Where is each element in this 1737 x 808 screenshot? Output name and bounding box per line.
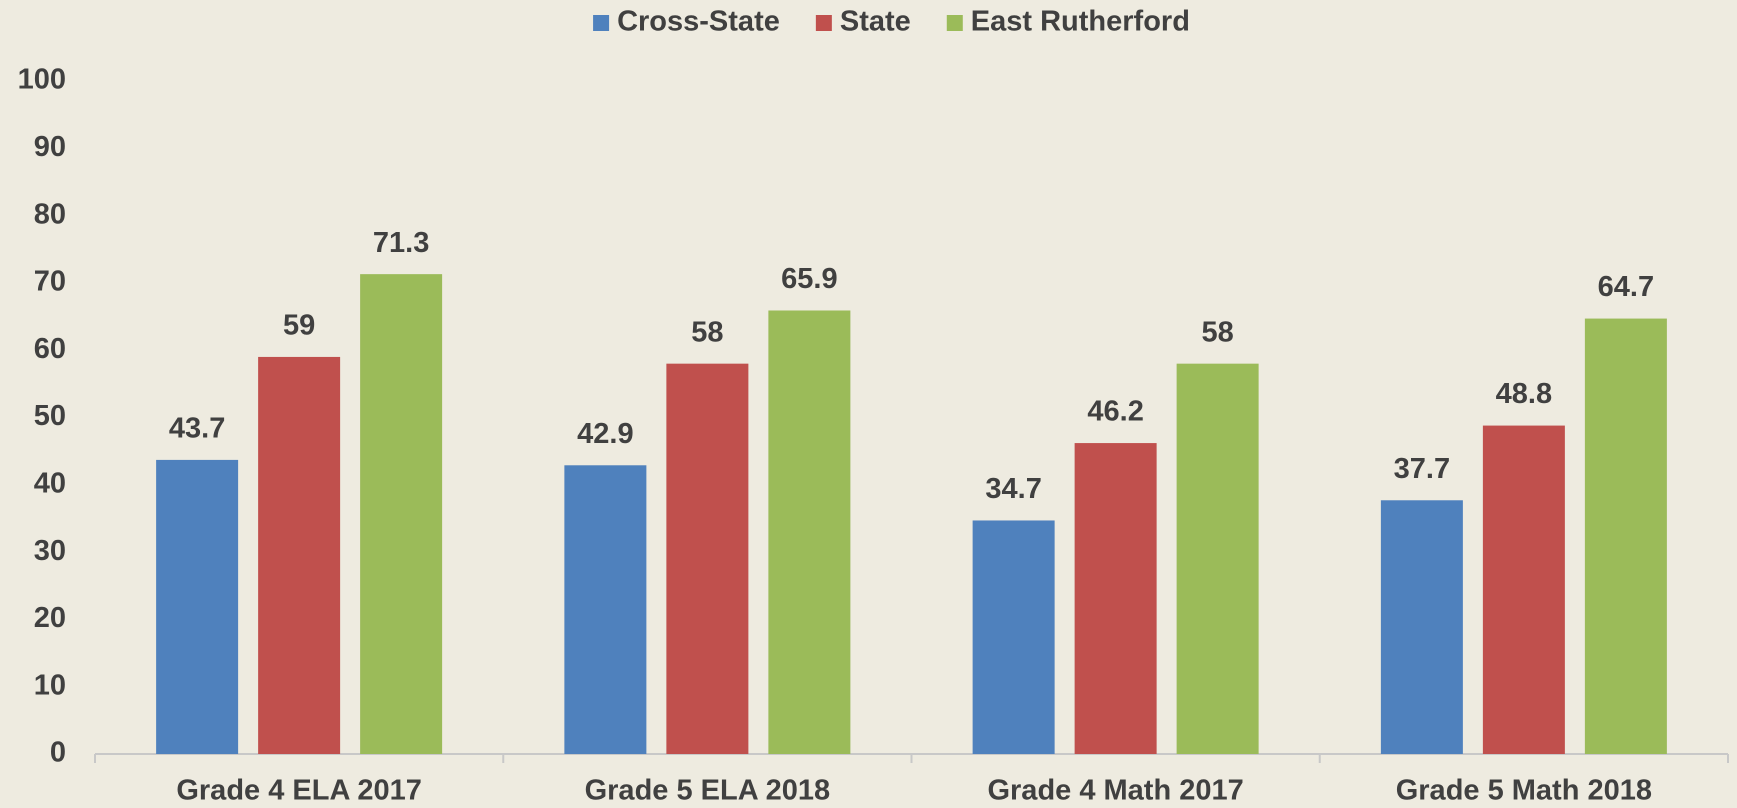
x-tick-label: Grade 5 ELA 2018: [585, 775, 831, 807]
data-label: 43.7: [169, 413, 225, 445]
y-tick-label: 10: [34, 669, 66, 701]
legend-label: East Rutherford: [971, 6, 1190, 38]
legend-swatch: [815, 15, 832, 31]
legend-swatch: [593, 15, 610, 31]
data-label: 42.9: [577, 418, 633, 450]
bar: [1074, 443, 1157, 754]
data-label: 58: [691, 316, 723, 348]
y-tick-label: 30: [34, 535, 66, 567]
data-label: 64.7: [1598, 271, 1654, 303]
data-label: 59: [283, 310, 315, 342]
y-tick-label: 0: [50, 737, 66, 769]
bar: [1380, 500, 1463, 754]
data-label: 37.7: [1394, 453, 1450, 485]
y-tick-label: 20: [34, 602, 66, 634]
x-tick-label: Grade 4 ELA 2017: [176, 775, 422, 807]
x-tick-label: Grade 4 Math 2017: [987, 775, 1243, 807]
bar: [564, 465, 647, 754]
bar: [768, 310, 851, 754]
bar: [156, 459, 239, 754]
bar: [1482, 425, 1565, 754]
x-tick-label: Grade 5 Math 2018: [1396, 775, 1652, 807]
y-tick-label: 40: [34, 467, 66, 499]
legend-swatch: [946, 15, 963, 31]
data-label: 48.8: [1496, 378, 1552, 410]
y-tick-label: 50: [34, 400, 66, 432]
bar: [360, 274, 443, 754]
data-label: 34.7: [985, 473, 1041, 505]
legend-label: State: [840, 6, 911, 38]
y-tick-label: 70: [34, 266, 66, 298]
bar: [666, 363, 749, 754]
bar: [1176, 363, 1259, 754]
y-tick-label: 80: [34, 198, 66, 230]
data-label: 65.9: [781, 263, 837, 295]
legend-label: Cross-State: [617, 6, 780, 38]
bar: [258, 356, 341, 754]
data-label: 46.2: [1087, 396, 1143, 428]
bar: [1584, 318, 1667, 754]
y-tick-label: 60: [34, 333, 66, 365]
y-tick-label: 100: [18, 64, 66, 96]
bar: [972, 520, 1055, 754]
data-label: 71.3: [373, 227, 429, 259]
data-label: 58: [1201, 316, 1233, 348]
y-tick-label: 90: [34, 131, 66, 163]
